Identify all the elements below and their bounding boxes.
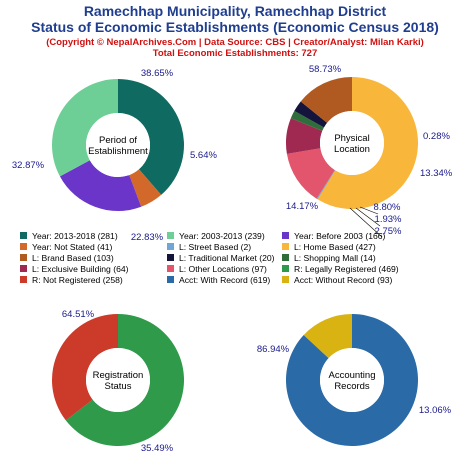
slice-percent-label: 5.64% [190, 150, 217, 161]
legend-item-label: Year: Not Stated (41) [32, 242, 113, 252]
donut-slice [118, 79, 184, 195]
slice-percent-label: 38.65% [141, 68, 174, 79]
legend-swatch [167, 243, 174, 250]
legend-item-label: L: Other Locations (97) [179, 264, 267, 274]
slice-percent-label: 86.94% [257, 344, 290, 355]
donut-slice [300, 77, 352, 123]
donut-slice [65, 314, 185, 446]
legend-swatch [282, 276, 289, 283]
legend-swatch [167, 232, 174, 239]
donut-center-label: Records [334, 381, 370, 392]
legend-item-label: Acct: With Record (619) [179, 275, 270, 285]
legend-item-label: L: Traditional Market (20) [179, 253, 275, 263]
donut-slice [294, 101, 328, 128]
chart-title-line1: Ramechhap Municipality, Ramechhap Distri… [84, 3, 387, 19]
legend-item-label: Year: Before 2003 (166) [294, 231, 386, 241]
slice-percent-label: 14.17% [286, 201, 319, 212]
donut-slice [286, 148, 335, 199]
donut-slice [290, 110, 325, 131]
legend-swatch [167, 254, 174, 261]
slice-percent-label: 0.28% [423, 131, 450, 142]
donut-center-label: Physical [334, 133, 369, 144]
legend-item-label: L: Home Based (427) [294, 242, 376, 252]
legend-swatch [167, 265, 174, 272]
donut-hole [320, 348, 384, 412]
donut-center-label: Establishment [88, 146, 148, 157]
donut-charts: 38.65% 5.64% 22.83% 32.87% Period ofEstablis… [12, 64, 453, 454]
donut-slice [317, 77, 418, 209]
donut-center-label: Accounting [328, 370, 375, 381]
donut-slice [286, 118, 323, 154]
donut-slice [316, 170, 336, 200]
leader-line [359, 206, 379, 215]
legend-swatch [20, 276, 27, 283]
slice-percent-label: 8.80% [374, 202, 401, 213]
legend-swatch [282, 254, 289, 261]
total-line: Total Economic Establishments: 727 [153, 48, 318, 59]
slice-percent-label: 13.34% [420, 168, 453, 179]
slice-percent-label: 64.51% [62, 309, 95, 320]
legend-item-label: L: Brand Based (103) [32, 253, 114, 263]
legend-item-label: L: Exclusive Building (64) [32, 264, 129, 274]
legend-item-label: R: Not Registered (258) [32, 275, 123, 285]
legend-item-label: Year: 2013-2018 (281) [32, 231, 118, 241]
donut-hole [320, 111, 384, 175]
donut-slice [303, 314, 352, 359]
leader-line [355, 207, 381, 227]
donut-hole [86, 348, 150, 412]
legend-item-label: Acct: Without Record (93) [294, 275, 393, 285]
legend-swatch [20, 254, 27, 261]
legend-swatch [282, 232, 289, 239]
legend-item-label: Year: 2003-2013 (239) [179, 231, 265, 241]
donut-center-label: Location [334, 144, 370, 155]
legend-swatch [282, 265, 289, 272]
slice-percent-label: 1.93% [375, 214, 402, 225]
donut-center-label: Registration [93, 370, 144, 381]
donut-center-label: Period of [99, 135, 137, 146]
donut-slice [59, 160, 142, 211]
slice-percent-label: 32.87% [12, 160, 45, 171]
legend-swatch [20, 232, 27, 239]
slice-percent-label: 58.73% [309, 64, 342, 75]
donut-slice [129, 169, 162, 207]
donut-center-label: Status [105, 381, 132, 392]
slice-percent-label: 13.06% [419, 405, 452, 416]
legend-swatch [20, 243, 27, 250]
slice-percent-label: 35.49% [141, 443, 174, 454]
donut-slice [52, 314, 119, 421]
leader-line [349, 207, 383, 238]
donut-slice [285, 314, 418, 447]
legend-swatch [20, 265, 27, 272]
legend-swatch [167, 276, 174, 283]
legend-item-label: L: Street Based (2) [179, 242, 251, 252]
donut-slice [52, 79, 118, 177]
legend-item-label: L: Shopping Mall (14) [294, 253, 376, 263]
chart-title-line2: Status of Economic Establishments (Econo… [31, 19, 439, 35]
slice-percent-label: 22.83% [131, 232, 164, 243]
donut-hole [86, 113, 150, 177]
legend: Year: 2013-2018 (281) Year: 2003-2013 (23… [20, 231, 399, 285]
legend-swatch [282, 243, 289, 250]
legend-item-label: R: Legally Registered (469) [294, 264, 399, 274]
slice-percent-label: 2.75% [375, 226, 402, 237]
copyright-line: (Copyright © NepalArchives.Com | Data So… [46, 37, 424, 48]
